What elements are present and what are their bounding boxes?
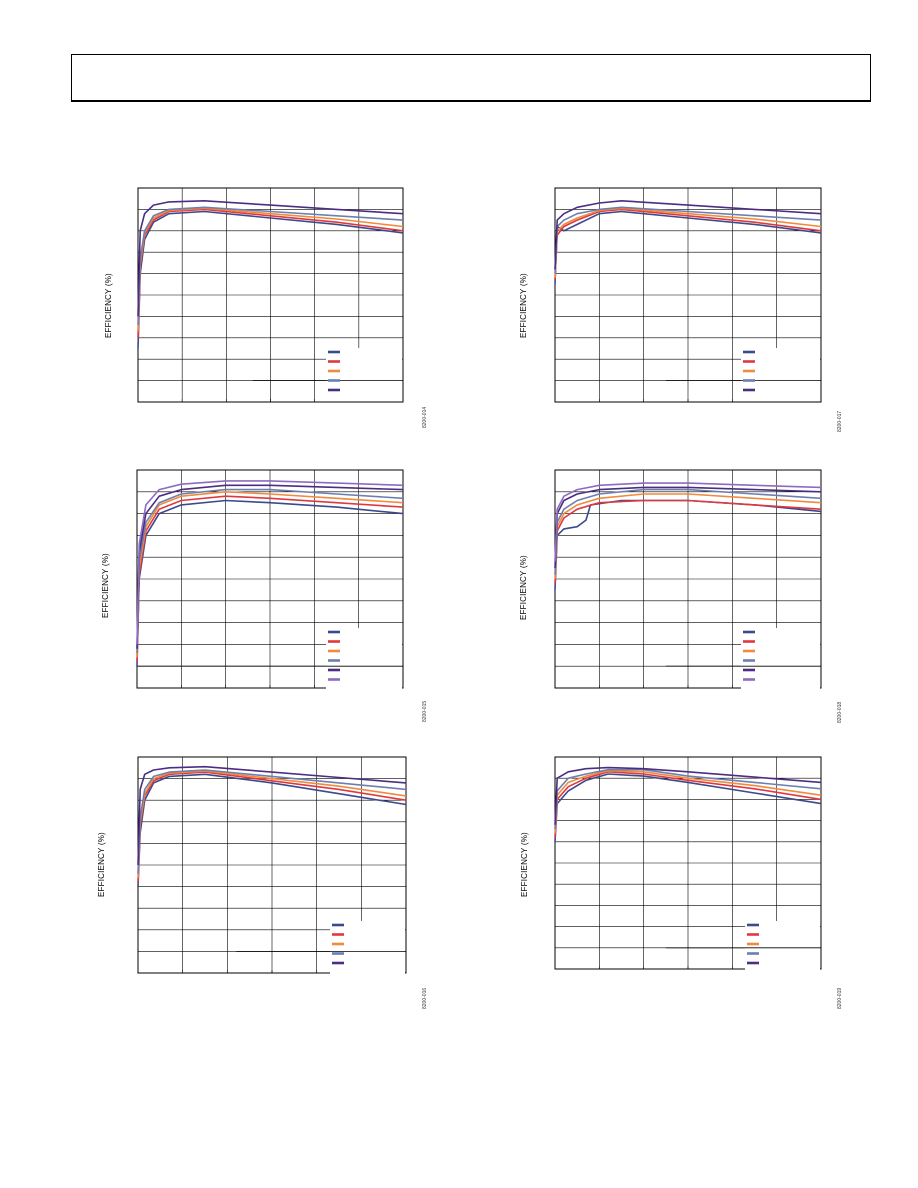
efficiency-chart-5: EFFICIENCY (%) 8200-016 xyxy=(96,756,440,1017)
y-axis-label: EFFICIENCY (%) xyxy=(101,553,110,618)
series-line-5 xyxy=(137,765,407,866)
series-line-6 xyxy=(554,482,822,562)
series-line-3 xyxy=(554,493,822,580)
legend-box xyxy=(326,348,402,402)
efficiency-chart-2: EFFICIENCY (%) 8200-017 xyxy=(515,187,855,438)
chart-svg xyxy=(137,756,407,975)
efficiency-chart-4: EFFICIENCY (%) 8200-018 xyxy=(515,469,855,723)
series-line-4 xyxy=(554,206,822,274)
figure-code: 8200-016 xyxy=(422,987,428,1009)
chart-svg xyxy=(554,187,822,403)
y-axis-label: EFFICIENCY (%) xyxy=(519,555,528,620)
y-axis-label: EFFICIENCY (%) xyxy=(97,832,106,897)
series-line-4 xyxy=(554,488,822,575)
y-axis-label: EFFICIENCY (%) xyxy=(519,273,528,338)
legend-box xyxy=(741,348,820,402)
series-line-1 xyxy=(137,773,407,887)
efficiency-chart-1: EFFICIENCY (%) 8200-014 xyxy=(100,187,440,438)
plot-frame xyxy=(554,187,822,403)
series-line-4 xyxy=(137,769,407,874)
series-line-4 xyxy=(554,768,822,830)
series-line-6 xyxy=(136,480,404,645)
figure-code: 8200-015 xyxy=(422,700,428,722)
page-header-box xyxy=(71,54,871,102)
figure-code: 8200-018 xyxy=(837,701,843,723)
figure-code: 8200-017 xyxy=(837,410,843,432)
series-line-3 xyxy=(554,207,822,278)
series-line-5 xyxy=(554,200,822,270)
plot-frame xyxy=(136,469,404,689)
efficiency-chart-3: EFFICIENCY (%) 8200-015 xyxy=(100,469,440,722)
chart-svg xyxy=(136,469,404,691)
efficiency-chart-6: EFFICIENCY (%) 8200-019 xyxy=(515,756,855,1017)
chart-svg xyxy=(554,469,822,691)
y-axis-label: EFFICIENCY (%) xyxy=(520,832,529,897)
series-line-5 xyxy=(137,200,404,317)
series-line-2 xyxy=(554,208,822,281)
figure-code: 8200-014 xyxy=(422,406,428,428)
figure-code: 8200-019 xyxy=(837,987,843,1009)
series-line-5 xyxy=(554,486,822,569)
series-line-4 xyxy=(136,488,404,654)
y-axis-label: EFFICIENCY (%) xyxy=(104,273,113,338)
series-line-5 xyxy=(554,766,822,825)
series-line-2 xyxy=(136,495,404,662)
legend-box xyxy=(330,921,405,975)
chart-svg xyxy=(137,187,404,403)
series-line-1 xyxy=(554,773,822,842)
series-line-2 xyxy=(554,771,822,838)
series-line-4 xyxy=(137,206,404,326)
series-line-2 xyxy=(554,499,822,584)
series-line-3 xyxy=(554,770,822,834)
plot-frame xyxy=(554,756,822,970)
series-line-5 xyxy=(136,484,404,649)
chart-svg xyxy=(554,756,822,975)
series-line-3 xyxy=(136,490,404,658)
